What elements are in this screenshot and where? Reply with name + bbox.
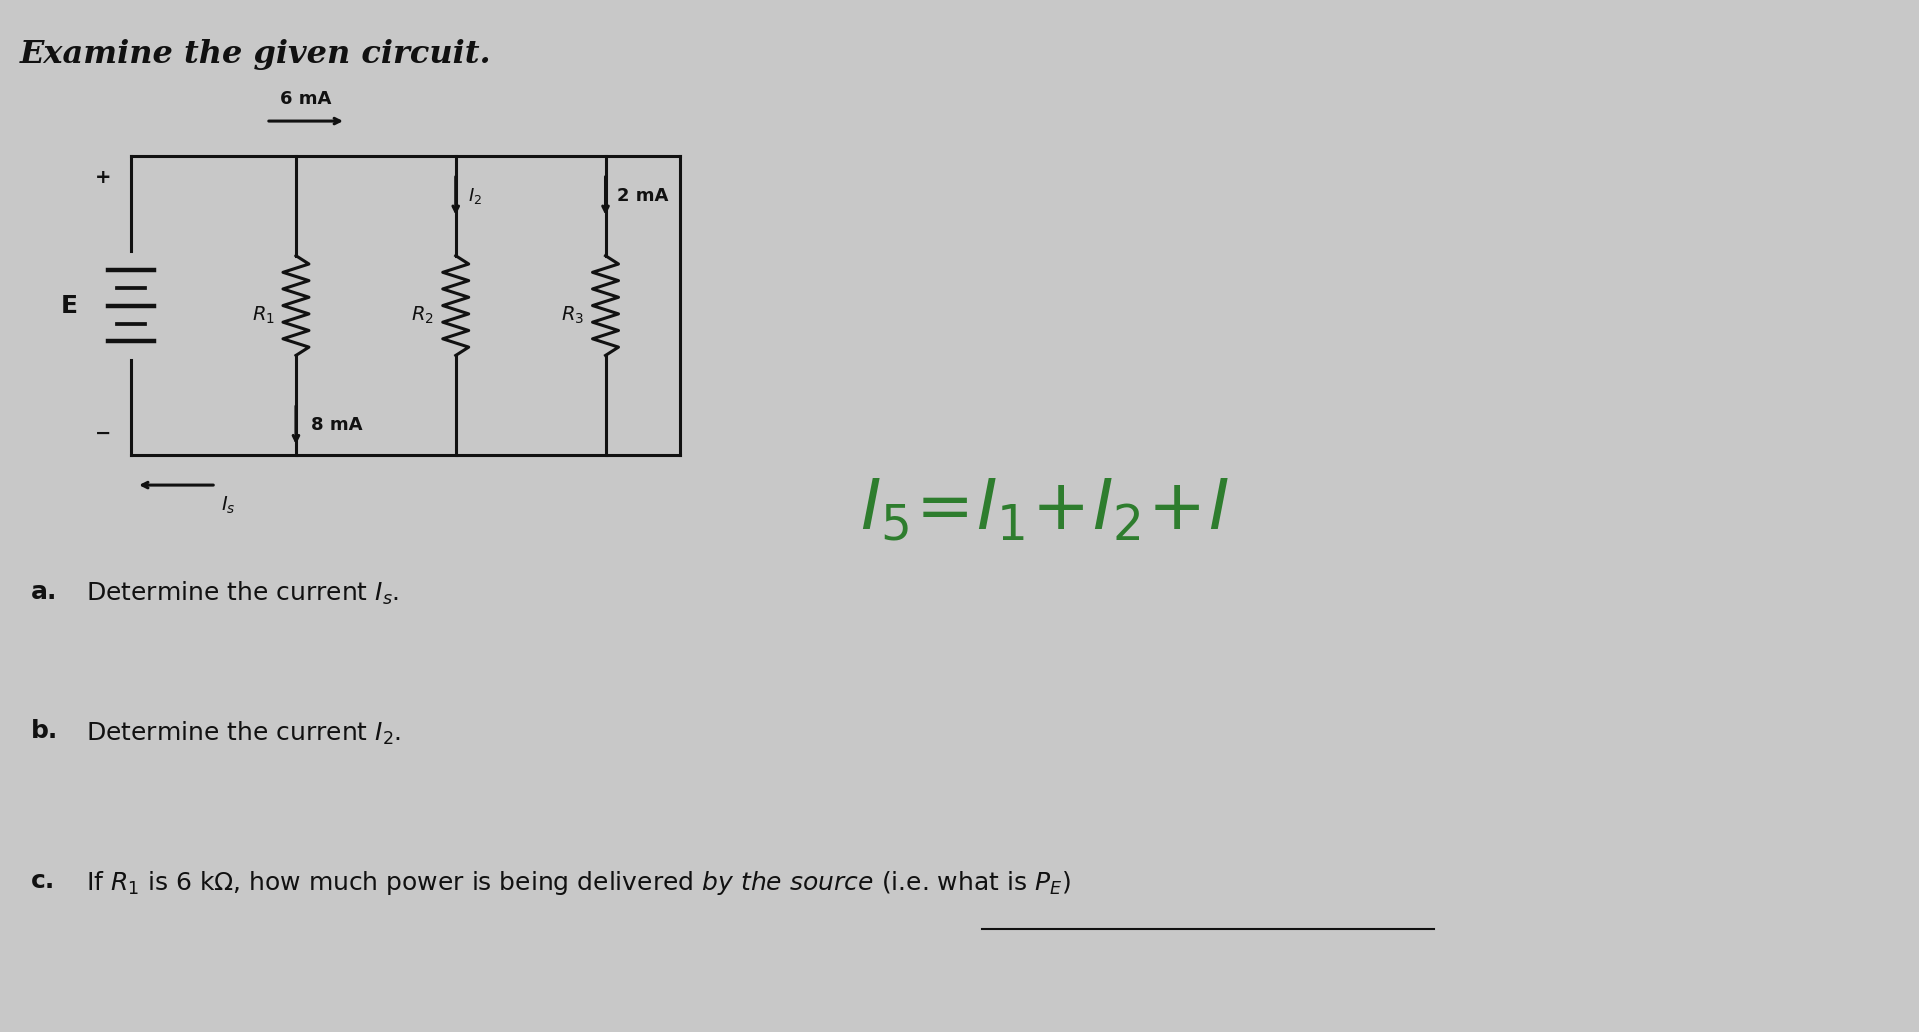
Text: 6 mA: 6 mA bbox=[280, 90, 332, 108]
Text: Determine the current $I_s$.: Determine the current $I_s$. bbox=[86, 580, 399, 607]
Text: Determine the current $I_2$.: Determine the current $I_2$. bbox=[86, 719, 401, 746]
Text: −: − bbox=[96, 424, 111, 443]
Text: Examine the given circuit.: Examine the given circuit. bbox=[19, 39, 491, 70]
Text: $R_2$: $R_2$ bbox=[411, 304, 434, 326]
Text: a.: a. bbox=[31, 580, 58, 604]
Text: b.: b. bbox=[31, 719, 59, 743]
Text: +: + bbox=[96, 168, 111, 188]
Text: c.: c. bbox=[31, 869, 56, 893]
Text: $R_1$: $R_1$ bbox=[251, 304, 274, 326]
Text: $R_3$: $R_3$ bbox=[560, 304, 583, 326]
Text: 8 mA: 8 mA bbox=[311, 416, 363, 434]
Text: If $R_1$ is 6 k$\Omega$, how much power is being delivered $\mathit{by\ the\ sou: If $R_1$ is 6 k$\Omega$, how much power … bbox=[86, 869, 1071, 897]
Text: $I_5\!=\!I_1\!+\!I_2\!+\!I$: $I_5\!=\!I_1\!+\!I_2\!+\!I$ bbox=[860, 477, 1228, 544]
Text: E: E bbox=[61, 293, 79, 318]
Text: $I_s$: $I_s$ bbox=[221, 495, 236, 516]
Text: $I_2$: $I_2$ bbox=[468, 186, 482, 205]
Text: 2 mA: 2 mA bbox=[618, 187, 670, 205]
